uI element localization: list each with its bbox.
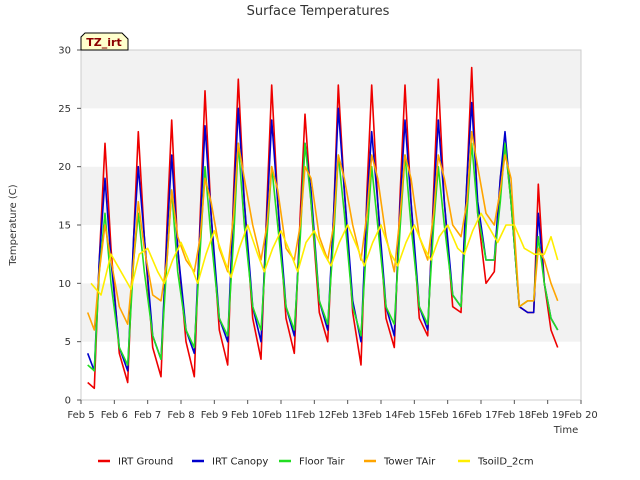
legend-item: Floor Tair: [279, 457, 345, 468]
x-tick-label: Feb 5: [67, 410, 94, 421]
x-tick-label: Feb 10: [231, 410, 265, 421]
tz-irt-badge: TZ_irt: [80, 32, 129, 51]
y-tick-label: 5: [65, 337, 71, 348]
legend-item: TsoilD_2cm: [458, 457, 534, 468]
grid-band: [81, 341, 581, 400]
y-tick-label: 15: [58, 221, 71, 232]
x-tick-label: Feb 12: [298, 410, 332, 421]
x-tick-label: Feb 11: [264, 410, 298, 421]
grid-band: [81, 283, 581, 342]
y-tick-label: 30: [58, 46, 71, 57]
y-axis-ticks: 0 5 10 15 20 25 30: [58, 46, 81, 407]
x-tick-label: Feb 15: [398, 410, 432, 421]
series-line-tower-tair: [86, 130, 559, 331]
chart-title: Surface Temperatures: [247, 4, 390, 19]
x-tick-label: Feb 18: [498, 410, 532, 421]
legend-label: TsoilD_2cm: [477, 457, 534, 468]
grid-band: [81, 108, 581, 167]
legend-item: Tower TAir: [364, 457, 436, 468]
y-tick-label: 10: [58, 279, 71, 290]
x-tick-label: Feb 6: [101, 410, 128, 421]
x-tick-label: Feb 19: [531, 410, 565, 421]
x-tick-label: Feb 13: [331, 410, 365, 421]
legend-label: Tower TAir: [383, 457, 436, 468]
series-lines: [86, 66, 559, 390]
y-tick-label: 0: [65, 396, 71, 407]
x-axis-ticks: Feb 5 Feb 6 Feb 7 Feb 8 Feb 9 Feb 10 Feb 11 Feb…: [67, 400, 598, 421]
x-tick-label: Feb 17: [464, 410, 498, 421]
legend-item: IRT Ground: [98, 457, 173, 468]
badge-label: TZ_irt: [86, 36, 121, 49]
legend-item: IRT Canopy: [192, 457, 268, 468]
grid-band: [81, 50, 581, 109]
x-tick-label: Feb 14: [364, 410, 398, 421]
x-axis-label: Time: [553, 425, 578, 436]
y-axis-label: Temperature (C): [8, 184, 19, 266]
y-tick-label: 20: [58, 162, 71, 173]
series-line-tsoild-2cm: [90, 212, 559, 296]
series-line-irt-canopy: [86, 101, 559, 372]
legend-label: IRT Ground: [118, 457, 173, 468]
x-tick-label: Feb 8: [167, 410, 194, 421]
x-tick-label: Feb 20: [564, 410, 598, 421]
grid-bands: [81, 50, 581, 400]
x-tick-label: Feb 7: [134, 410, 161, 421]
grid-band: [81, 166, 581, 225]
badge-box: [80, 32, 129, 51]
legend-label: Floor Tair: [299, 457, 345, 468]
legend-label: IRT Canopy: [212, 457, 268, 468]
y-tick-label: 25: [58, 104, 71, 115]
x-tick-label: Feb 9: [201, 410, 228, 421]
x-tick-label: Feb 16: [431, 410, 465, 421]
legend: IRT Ground IRT Canopy Floor Tair Tower TAir…: [98, 457, 534, 468]
